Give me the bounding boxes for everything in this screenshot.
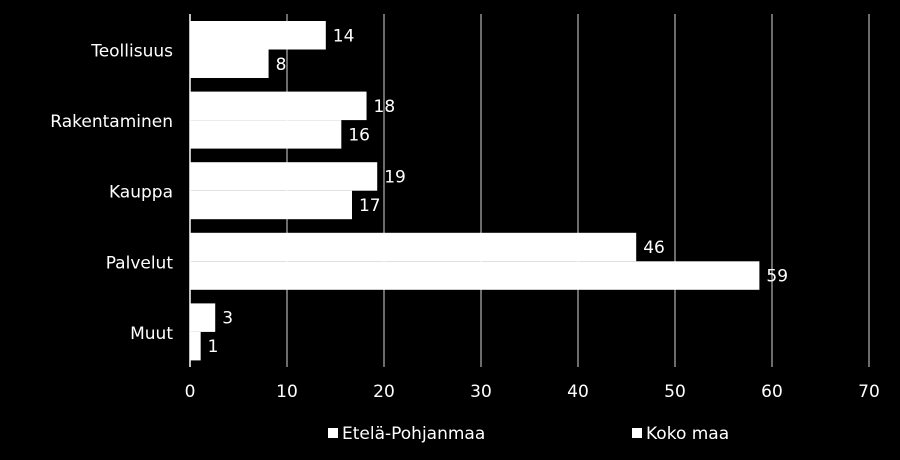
category-label-3: Palvelut	[106, 253, 174, 273]
bar-s1-c3	[190, 261, 760, 290]
value-label-s1-c2: 17	[359, 196, 381, 216]
value-label-s0-c3: 46	[643, 238, 665, 258]
x-tick-label-4: 40	[567, 382, 589, 402]
legend: Etelä-Pohjanmaa Koko maa	[328, 424, 729, 444]
category-label-1: Rakentaminen	[50, 112, 173, 132]
value-label-s1-c1: 16	[348, 125, 370, 145]
x-axis-ticks: 0 10 20 30 40 50 60 70	[185, 382, 880, 402]
bar-s0-c2	[190, 162, 378, 191]
category-label-2: Kauppa	[109, 183, 173, 203]
x-tick-label-6: 60	[761, 382, 783, 402]
x-tick-label-3: 30	[470, 382, 492, 402]
value-label-s1-c0: 8	[276, 55, 287, 75]
bar-s0-c4	[190, 303, 216, 332]
bar-s0-c1	[190, 91, 367, 121]
legend-swatch-1	[632, 428, 642, 438]
bar-s1-c1	[190, 120, 342, 149]
value-label-s0-c2: 19	[384, 167, 406, 187]
bar-s1-c4	[190, 331, 201, 361]
value-label-s1-c3: 59	[766, 267, 788, 287]
grid-lines	[189, 14, 870, 367]
value-label-s1-c4: 1	[208, 337, 219, 357]
x-tick-label-7: 70	[858, 382, 880, 402]
value-label-s0-c1: 18	[374, 97, 396, 117]
category-label-4: Muut	[130, 324, 173, 344]
bars	[190, 21, 760, 361]
value-label-s0-c4: 3	[222, 309, 233, 329]
legend-label-0: Etelä-Pohjanmaa	[342, 424, 485, 444]
bar-s0-c3	[190, 232, 637, 262]
legend-label-1: Koko maa	[646, 424, 729, 444]
x-tick-label-1: 10	[276, 382, 298, 402]
bar-s0-c0	[190, 21, 326, 50]
value-label-s0-c0: 14	[333, 26, 355, 46]
bar-s1-c0	[190, 49, 269, 78]
bar-s1-c2	[190, 190, 352, 220]
x-tick-label-2: 20	[373, 382, 395, 402]
x-tick-label-0: 0	[185, 382, 196, 402]
x-tick-label-5: 50	[664, 382, 686, 402]
legend-swatch-0	[328, 428, 338, 438]
category-labels: Teollisuus Rakentaminen Kauppa Palvelut Muut	[50, 42, 173, 344]
category-label-0: Teollisuus	[90, 42, 173, 62]
